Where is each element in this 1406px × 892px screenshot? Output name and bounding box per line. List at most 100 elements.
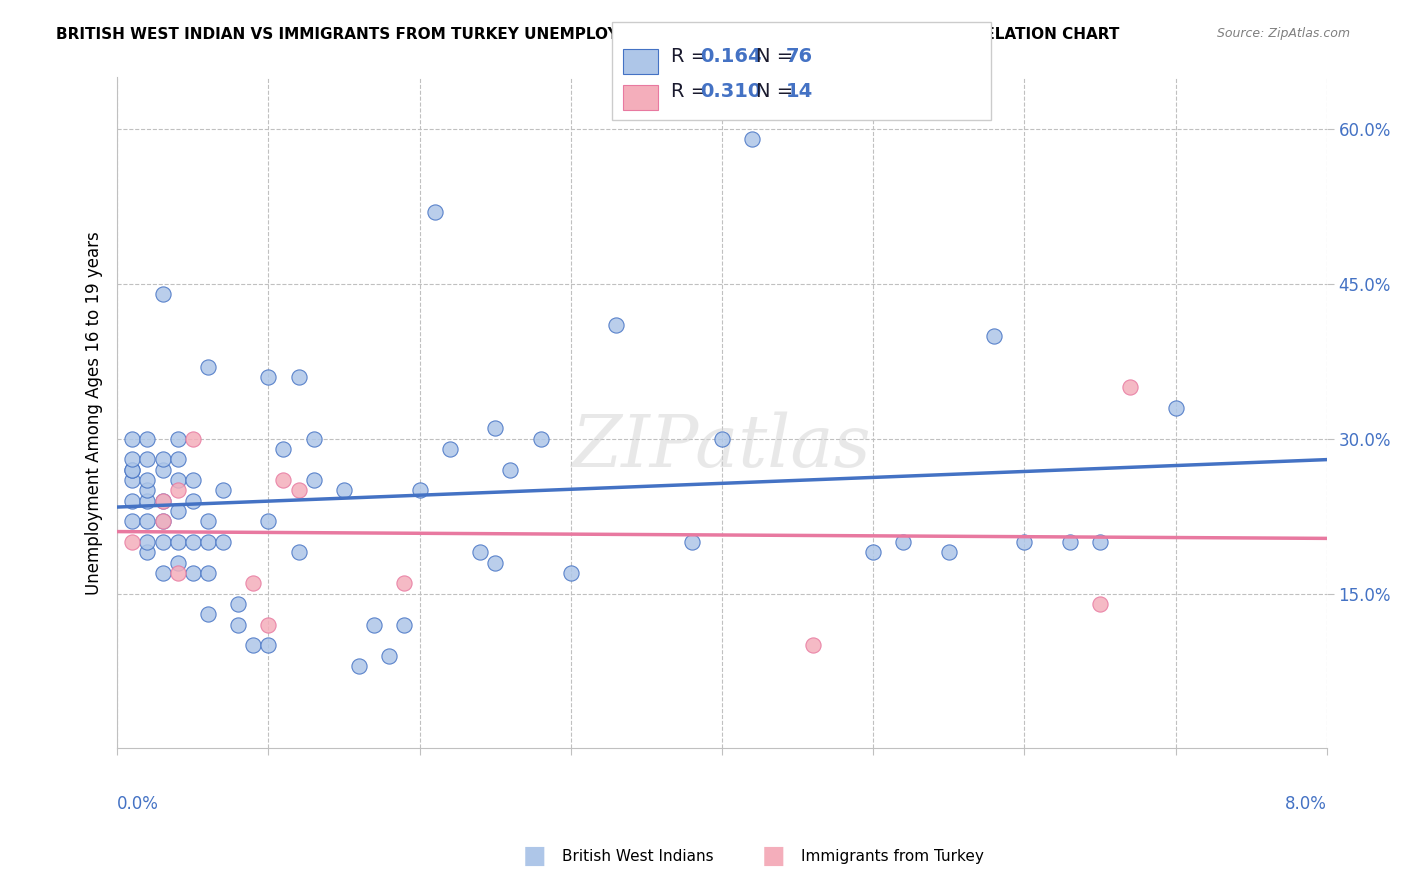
Point (408, 483, 430, 498)
Point (862, 545, 884, 559)
Point (121, 535, 143, 549)
Point (484, 421, 506, 435)
Point (121, 463, 143, 477)
Point (136, 514, 159, 528)
Text: 0.0%: 0.0% (117, 796, 159, 814)
Text: N =: N = (756, 46, 800, 66)
Point (605, 318, 627, 333)
Text: 8.0%: 8.0% (1285, 796, 1327, 814)
Point (801, 638, 824, 652)
Point (152, 452, 174, 467)
Point (333, 483, 356, 498)
Point (136, 535, 159, 549)
Point (166, 566, 188, 580)
Text: BRITISH WEST INDIAN VS IMMIGRANTS FROM TURKEY UNEMPLOYMENT AMONG AGES 16 TO 19 Y: BRITISH WEST INDIAN VS IMMIGRANTS FROM T… (56, 27, 1119, 42)
Point (1014, 535, 1036, 549)
Text: 76: 76 (786, 46, 813, 66)
Point (529, 432, 551, 446)
Point (152, 287, 174, 301)
Point (257, 638, 280, 652)
Point (439, 442, 461, 456)
Point (181, 432, 204, 446)
Text: Source: ZipAtlas.com: Source: ZipAtlas.com (1216, 27, 1350, 40)
Text: Immigrants from Turkey: Immigrants from Turkey (801, 849, 984, 863)
Point (1164, 401, 1187, 415)
Text: R =: R = (671, 46, 713, 66)
Point (121, 514, 143, 528)
Point (197, 535, 219, 549)
Point (287, 545, 309, 559)
Point (394, 576, 416, 591)
Point (423, 204, 446, 219)
Point (152, 535, 174, 549)
Point (136, 493, 159, 508)
Point (152, 463, 174, 477)
Point (710, 432, 733, 446)
Point (136, 432, 159, 446)
Point (152, 514, 174, 528)
Point (257, 514, 280, 528)
Point (152, 493, 174, 508)
Point (468, 545, 491, 559)
Point (136, 545, 159, 559)
Point (121, 432, 143, 446)
Point (166, 452, 188, 467)
Point (166, 535, 188, 549)
Point (363, 617, 385, 632)
Point (166, 556, 188, 570)
Point (136, 452, 159, 467)
Point (181, 473, 204, 487)
Point (212, 535, 235, 549)
Point (166, 432, 188, 446)
Point (152, 493, 174, 508)
Point (257, 617, 280, 632)
Point (181, 493, 204, 508)
Point (136, 483, 159, 498)
Text: 0.164: 0.164 (700, 46, 762, 66)
Text: R =: R = (671, 82, 713, 102)
Point (121, 473, 143, 487)
Point (166, 504, 188, 518)
Point (560, 566, 582, 580)
Point (499, 463, 522, 477)
Text: 14: 14 (786, 82, 813, 102)
Point (1088, 535, 1111, 549)
Point (181, 566, 204, 580)
Point (1119, 380, 1142, 394)
Point (893, 535, 915, 549)
Point (302, 432, 325, 446)
Point (166, 473, 188, 487)
Text: ■: ■ (523, 845, 546, 868)
Point (166, 483, 188, 498)
Point (226, 597, 249, 611)
Point (121, 493, 143, 508)
Point (121, 463, 143, 477)
Point (181, 535, 204, 549)
Text: British West Indians: British West Indians (562, 849, 714, 863)
Point (273, 442, 295, 456)
Point (394, 617, 416, 632)
Point (1059, 535, 1081, 549)
Point (212, 483, 235, 498)
Point (983, 328, 1005, 343)
Text: ZIPatlas: ZIPatlas (572, 411, 872, 482)
Point (938, 545, 960, 559)
Point (152, 514, 174, 528)
Point (121, 452, 143, 467)
Point (197, 607, 219, 622)
Point (681, 535, 703, 549)
Text: 0.310: 0.310 (700, 82, 762, 102)
Text: N =: N = (756, 82, 800, 102)
Point (152, 566, 174, 580)
Point (226, 617, 249, 632)
Point (287, 483, 309, 498)
Text: ■: ■ (762, 845, 785, 868)
Point (484, 556, 506, 570)
Point (378, 648, 401, 663)
Point (197, 566, 219, 580)
Point (347, 659, 370, 673)
Point (273, 473, 295, 487)
Point (242, 576, 264, 591)
Point (257, 369, 280, 384)
Point (287, 369, 309, 384)
